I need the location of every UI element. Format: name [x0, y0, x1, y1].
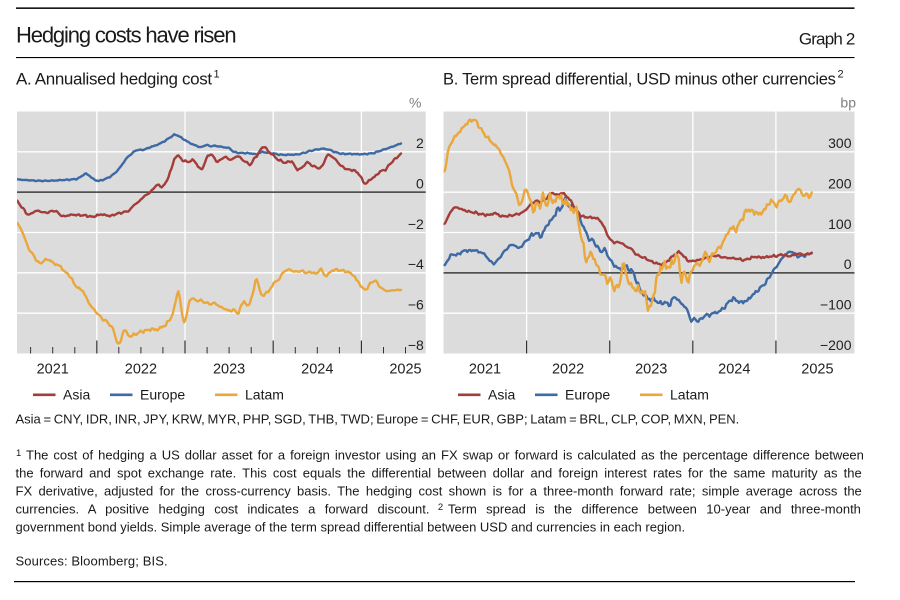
svg-text:bp: bp	[840, 95, 856, 111]
svg-text:A. Annualised hedging cost: A. Annualised hedging cost	[16, 70, 212, 89]
svg-text:1: 1	[16, 448, 21, 459]
svg-text:FX derivative, adjusted for th: FX derivative, adjusted for the cross-cu…	[16, 484, 862, 499]
svg-text:Asia = CNY, IDR, INR, JPY, KRW: Asia = CNY, IDR, INR, JPY, KRW, MYR, PHP…	[16, 411, 740, 426]
svg-text:The cost of hedging a US dolla: The cost of hedging a US dollar asset fo…	[26, 448, 864, 463]
svg-text:government bond yields. Simple: government bond yields. Simple average o…	[16, 520, 686, 535]
svg-text:2024: 2024	[718, 362, 750, 378]
svg-text:2025: 2025	[389, 362, 421, 378]
svg-text:Graph 2: Graph 2	[799, 30, 855, 49]
svg-text:2023: 2023	[635, 362, 667, 378]
svg-text:the forward and spot exchange: the forward and spot exchange rate. This…	[16, 466, 862, 481]
svg-text:−2: −2	[408, 216, 424, 232]
svg-text:200: 200	[828, 176, 852, 192]
svg-text:−8: −8	[408, 337, 424, 353]
svg-text:%: %	[409, 95, 421, 111]
svg-text:−100: −100	[820, 297, 852, 313]
svg-text:300: 300	[828, 135, 852, 151]
svg-text:2021: 2021	[469, 362, 501, 378]
svg-text:B. Term spread differential, U: B. Term spread differential, USD minus o…	[443, 71, 836, 89]
svg-text:−4: −4	[408, 256, 424, 272]
svg-text:−6: −6	[408, 297, 424, 313]
svg-text:currencies. A positive hedging: currencies. A positive hedging cost indi…	[16, 502, 430, 517]
svg-text:0: 0	[844, 256, 852, 272]
svg-text:Asia: Asia	[63, 386, 90, 402]
svg-text:Latam: Latam	[245, 386, 284, 402]
svg-text:2022: 2022	[552, 362, 584, 378]
svg-text:Asia: Asia	[488, 386, 515, 402]
svg-text:2024: 2024	[301, 362, 333, 378]
svg-text:Europe: Europe	[565, 386, 610, 402]
svg-text:Europe: Europe	[140, 386, 185, 402]
svg-text:1: 1	[214, 69, 220, 81]
svg-text:Hedging costs have risen: Hedging costs have risen	[16, 23, 235, 48]
svg-text:Latam: Latam	[670, 386, 709, 402]
svg-text:2025: 2025	[801, 362, 833, 378]
svg-text:−200: −200	[820, 337, 852, 353]
svg-text:2022: 2022	[125, 362, 157, 378]
svg-text:Sources: Bloomberg; BIS.: Sources: Bloomberg; BIS.	[16, 554, 168, 569]
svg-text:2023: 2023	[213, 362, 245, 378]
svg-text:Term spread is the difference: Term spread is the difference between 10…	[448, 502, 861, 517]
svg-text:0: 0	[416, 176, 424, 192]
svg-text:2: 2	[416, 135, 424, 151]
svg-text:2: 2	[838, 69, 844, 81]
svg-text:100: 100	[828, 216, 852, 232]
svg-text:2021: 2021	[37, 362, 69, 378]
svg-text:2: 2	[438, 502, 443, 513]
